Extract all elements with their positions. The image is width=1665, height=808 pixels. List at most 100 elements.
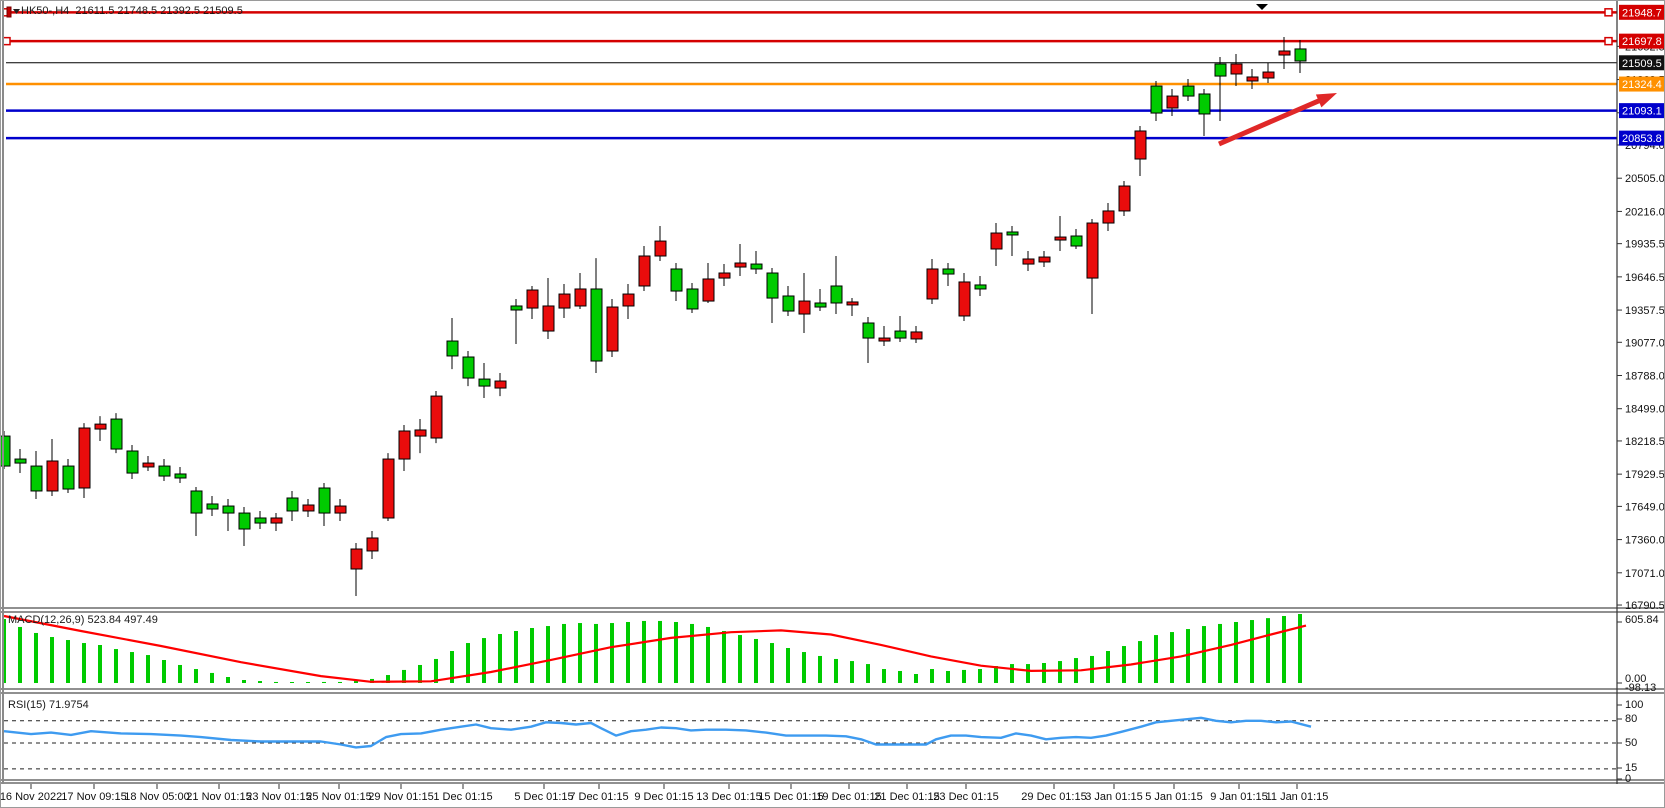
candle-body	[846, 301, 859, 306]
candle-body	[782, 295, 795, 312]
candle-body	[110, 418, 123, 450]
symbol-icon-bar	[6, 6, 12, 18]
candle-body	[1038, 256, 1051, 263]
price-badge-label: 21509.5	[1622, 58, 1662, 70]
macd-indicator-label: MACD(12,26,9) 523.84 497.49	[8, 614, 158, 626]
candle-body	[766, 272, 779, 299]
candle-body	[1166, 95, 1179, 109]
time-axis-bg	[1, 784, 1664, 807]
candlestick-series	[1, 36, 1307, 597]
rsi-axis-label: 80	[1625, 713, 1637, 725]
candle-body	[1230, 63, 1243, 75]
price-tick-label: 17071.0	[1625, 568, 1665, 580]
candle-body	[462, 356, 475, 379]
time-tick-label: 7 Dec 01:15	[569, 791, 628, 803]
price-tick-label: 20505.0	[1625, 173, 1665, 185]
price-tick-label: 17360.0	[1625, 535, 1665, 547]
candle-body	[1246, 76, 1259, 82]
candle-body	[638, 255, 651, 287]
candle-body	[734, 262, 747, 268]
arrow-head	[1315, 93, 1337, 108]
price-tick-label: 17649.0	[1625, 501, 1665, 513]
candle-body	[606, 306, 619, 352]
candle-body	[478, 378, 491, 387]
candle-body	[62, 465, 75, 490]
time-tick-label: 17 Nov 09:15	[61, 791, 126, 803]
time-tick-label: 9 Jan 01:15	[1210, 791, 1268, 803]
trendline-handle[interactable]	[1604, 36, 1613, 46]
trendline-handle[interactable]	[1604, 8, 1613, 17]
price-badge-label: 21093.1	[1622, 106, 1662, 118]
macd-panel	[2, 614, 1307, 683]
time-tick-label: 23 Dec 01:15	[933, 791, 998, 803]
candle-body	[510, 305, 523, 311]
candle-body	[46, 460, 59, 492]
trendline-handle[interactable]	[2, 36, 11, 46]
time-tick-label: 16 Nov 2022	[1, 791, 62, 803]
candle-body	[158, 465, 171, 477]
symbol-icon	[6, 6, 20, 18]
time-tick-label: 15 Dec 01:15	[758, 791, 823, 803]
price-lines[interactable]	[2, 8, 1617, 140]
chart-shift-marker[interactable]	[1256, 4, 1268, 10]
candle-body	[286, 497, 299, 512]
arrow-shaft	[1218, 97, 1324, 147]
candle-body	[974, 284, 987, 290]
time-tick-label: 25 Nov 01:15	[306, 791, 371, 803]
candle-body	[254, 517, 267, 524]
candle-body	[366, 537, 379, 552]
candle-body	[1070, 235, 1083, 247]
price-badge	[1619, 103, 1664, 119]
candle-body	[942, 268, 955, 275]
price-tick-label: 17929.5	[1625, 469, 1665, 481]
time-tick-label: 5 Jan 01:15	[1145, 791, 1203, 803]
price-badges: 21948.7 21697.8 21509.5 21324.4 21093.1 20853…	[1619, 4, 1664, 146]
price-badge	[1619, 4, 1664, 20]
candle-body	[126, 450, 139, 474]
time-tick-label: 29 Nov 01:15	[368, 791, 433, 803]
candle-body	[1214, 63, 1227, 77]
candle-body	[670, 268, 683, 292]
price-badge-label: 20853.8	[1622, 133, 1662, 145]
candle-body	[270, 517, 283, 524]
candle-body	[174, 473, 187, 479]
candle-body	[1198, 93, 1211, 115]
symbol-icon-triangle	[13, 9, 20, 14]
candle-body	[206, 503, 219, 510]
symbol-info: HK50-,H4 21611.5 21748.5 21392.5 21509.5	[21, 5, 243, 17]
candle-body	[318, 487, 331, 514]
candle-body	[926, 268, 939, 300]
trend-arrow-annotation[interactable]	[1218, 93, 1337, 147]
price-tick-label: 16790.5	[1625, 600, 1665, 612]
time-tick-label: 21 Nov 01:15	[186, 791, 251, 803]
rsi-axis-label: 0	[1625, 773, 1631, 785]
rsi-indicator-label: RSI(15) 71.9754	[8, 699, 89, 711]
candle-body	[1278, 50, 1291, 56]
candle-body	[14, 458, 27, 464]
time-tick-label: 19 Dec 01:15	[816, 791, 881, 803]
candle-body	[1054, 236, 1067, 241]
candle-body	[526, 289, 539, 309]
candle-body	[1182, 85, 1195, 97]
rsi-axis-label: 100	[1625, 699, 1643, 711]
candle-body	[718, 272, 731, 279]
candle-body	[414, 429, 427, 437]
price-tick-label: 19077.0	[1625, 337, 1665, 349]
time-tick-label: 3 Jan 01:15	[1085, 791, 1143, 803]
candle-body	[142, 462, 155, 468]
price-tick-label: 20216.0	[1625, 206, 1665, 218]
macd-signal-line	[3, 614, 1307, 683]
macd-axis-zero: 0.00	[1625, 673, 1646, 685]
price-tick-label: 19935.5	[1625, 239, 1665, 251]
candle-body	[878, 337, 891, 342]
candle-body	[382, 458, 395, 519]
candle-body	[334, 505, 347, 514]
candle-body	[894, 330, 907, 339]
price-tick-label: 18788.0	[1625, 371, 1665, 383]
candle-body	[446, 340, 459, 357]
time-tick-label: 5 Dec 01:15	[514, 791, 573, 803]
candle-body	[94, 423, 107, 430]
